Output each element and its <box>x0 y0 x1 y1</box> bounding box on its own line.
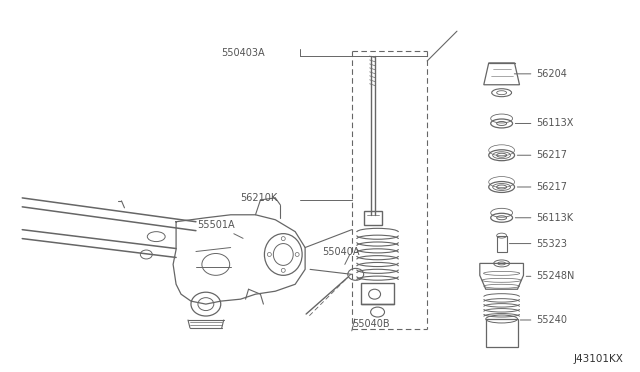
Text: 55040B: 55040B <box>352 319 389 329</box>
Text: 56113K: 56113K <box>515 213 573 223</box>
Text: 56210K: 56210K <box>241 193 278 203</box>
Text: 56217: 56217 <box>517 150 568 160</box>
Text: 55040A: 55040A <box>322 247 360 257</box>
Text: 56204: 56204 <box>515 69 567 79</box>
Text: J43101KX: J43101KX <box>573 354 623 364</box>
Bar <box>486 319 518 347</box>
Text: 56217: 56217 <box>517 182 568 192</box>
Text: 55248N: 55248N <box>526 271 575 281</box>
Bar <box>497 235 507 251</box>
Text: 55501A: 55501A <box>197 220 243 238</box>
Text: 55323: 55323 <box>509 238 568 248</box>
Text: 56113X: 56113X <box>515 118 573 128</box>
Bar <box>361 283 394 304</box>
Text: 55240: 55240 <box>520 315 568 325</box>
Text: 550403A: 550403A <box>221 48 264 58</box>
